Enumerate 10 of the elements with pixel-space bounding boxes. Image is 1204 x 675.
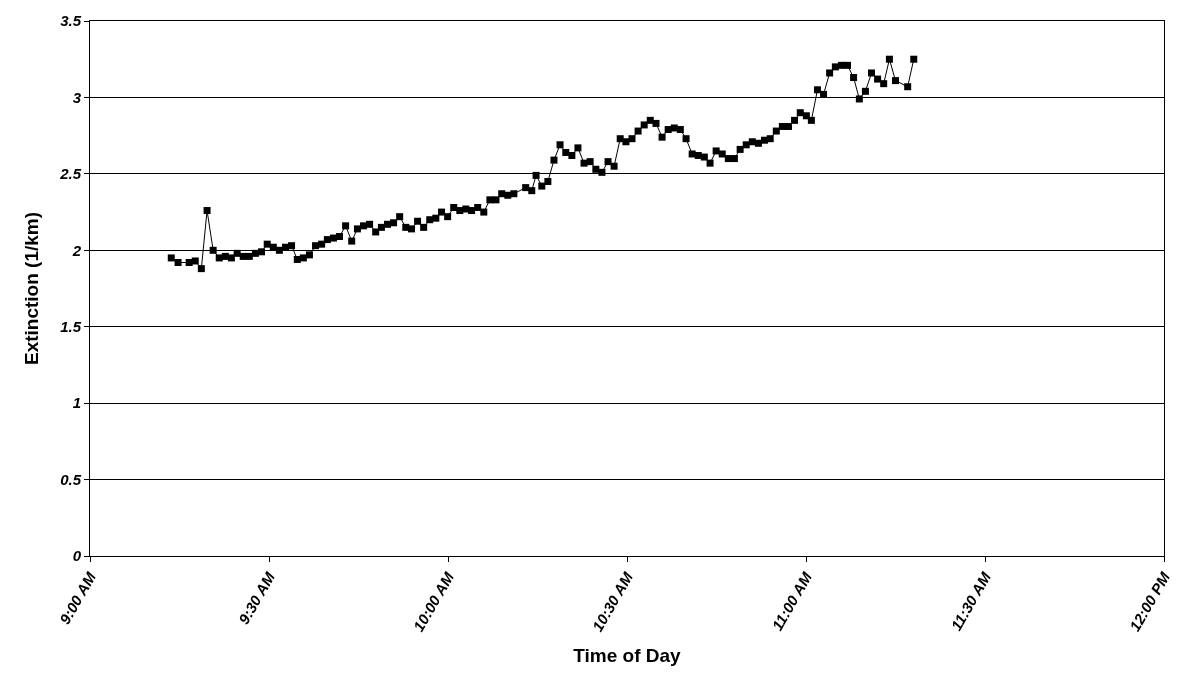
y-tick-label: 3.5: [60, 12, 82, 30]
x-axis-title: Time of Day: [573, 645, 682, 667]
y-tick-label: 2: [71, 241, 82, 259]
y-tick-label: 2.5: [59, 165, 82, 183]
y-tick-label: 0.5: [60, 470, 82, 488]
y-tick-label: 1: [72, 394, 81, 412]
y-tick-label: 0: [72, 547, 82, 565]
y-tick-label: 3: [72, 88, 82, 106]
y-tick-label: 1.5: [60, 317, 82, 335]
y-axis-title: Extinction (1/km): [20, 211, 42, 366]
